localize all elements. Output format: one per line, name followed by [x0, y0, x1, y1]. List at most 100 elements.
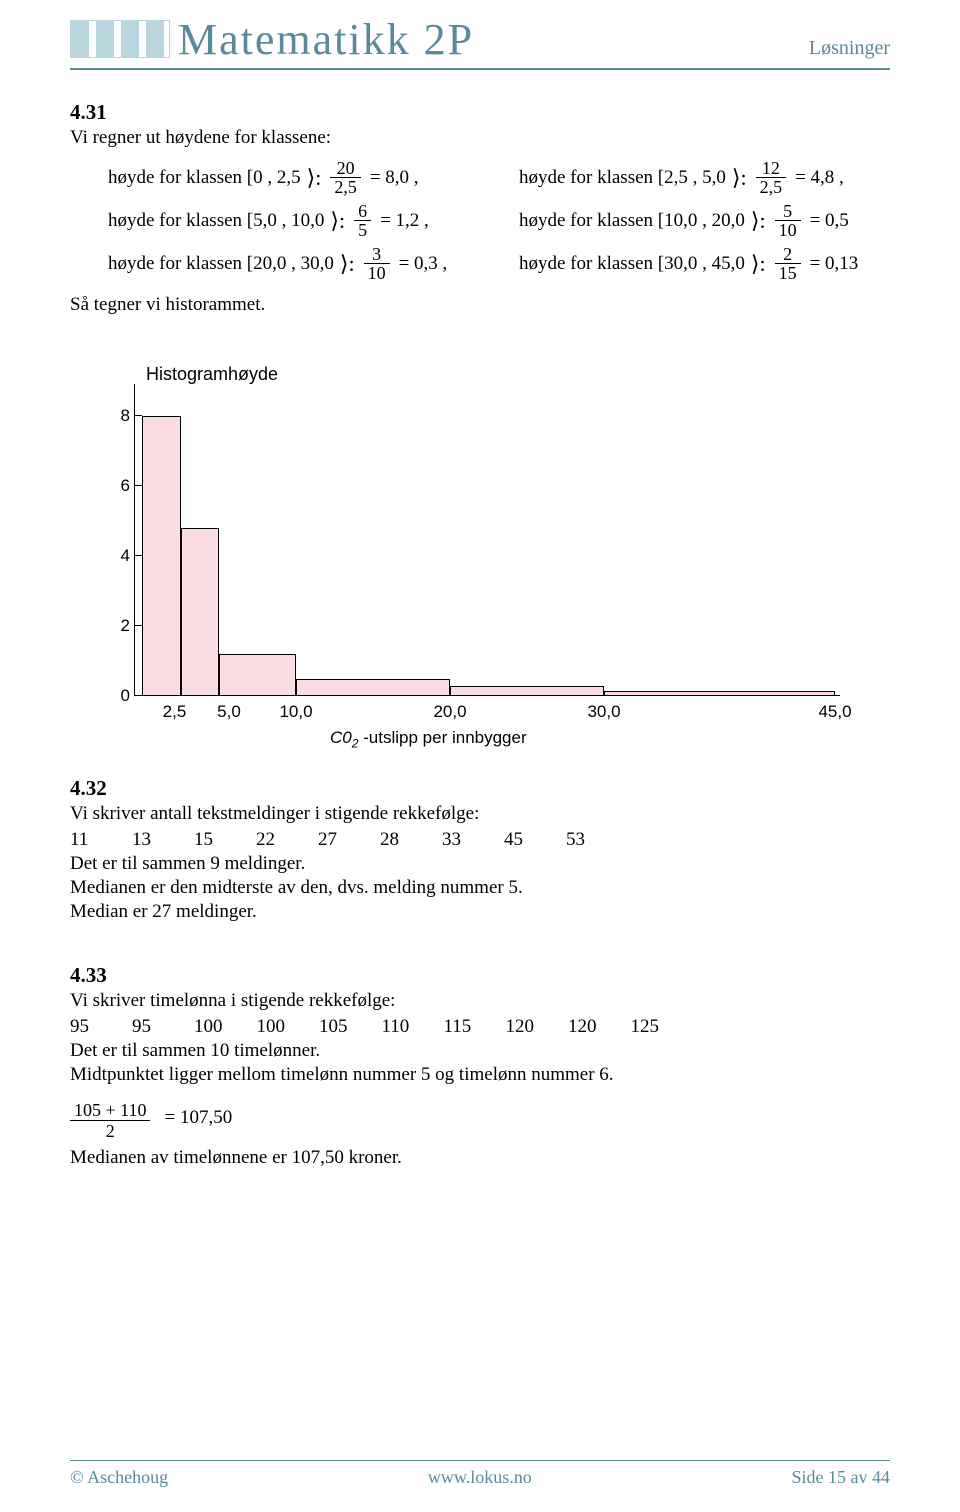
section-433: 4.33 Vi skriver timelønna i stigende rek…: [70, 963, 890, 1169]
brand-text: Matematikk 2P: [178, 15, 474, 64]
value-item: 105: [319, 1016, 348, 1038]
histogram-bar: [450, 686, 604, 697]
fraction: 202,5: [330, 159, 361, 196]
x-tick-label: 2,5: [163, 702, 187, 722]
value-item: 27: [318, 829, 346, 851]
body-text: Median er 27 meldinger.: [70, 901, 890, 923]
section-outro: Så tegner vi historammet.: [70, 294, 890, 316]
calc-result: = 0,3 ,: [399, 253, 448, 275]
fraction: 310: [364, 245, 390, 282]
histogram-bar: [142, 416, 181, 696]
fraction: 122,5: [756, 159, 787, 196]
y-tick-label: 0: [100, 686, 130, 706]
value-item: 125: [631, 1016, 660, 1038]
section-number: 4.32: [70, 776, 890, 801]
calc-columns: høyde for klassen [0 , 2,5 ⟩: 202,5 = 8,0 ,…: [108, 153, 890, 288]
xlabel-suffix: -utslipp per innbygger: [358, 728, 526, 747]
calc-line: høyde for klassen [0 , 2,5 ⟩: 202,5 = 8,0 ,: [108, 159, 479, 196]
calc-result: = 0,5: [810, 210, 849, 232]
y-tick-label: 8: [100, 406, 130, 426]
angle-bracket-icon: ⟩:: [751, 213, 766, 228]
y-tick-label: 2: [100, 616, 130, 636]
y-axis: [134, 384, 135, 696]
chart-y-label: Histogramhøyde: [146, 364, 278, 385]
body-text: Medianen av timelønnene er 107,50 kroner…: [70, 1147, 890, 1169]
value-row: 9595100100105110115120120125: [70, 1016, 890, 1038]
calc-text: høyde for klassen [5,0 , 10,0: [108, 210, 324, 232]
value-item: 120: [506, 1016, 535, 1038]
body-text: Vi skriver antall tekstmeldinger i stige…: [70, 803, 890, 825]
footer-center: www.lokus.no: [428, 1467, 532, 1488]
page-footer: © Aschehoug www.lokus.no Side 15 av 44: [70, 1460, 890, 1488]
calc-result: = 1,2 ,: [380, 210, 429, 232]
value-item: 53: [566, 829, 594, 851]
value-item: 13: [132, 829, 160, 851]
y-tick-label: 4: [100, 546, 130, 566]
value-item: 11: [70, 829, 98, 851]
header-divider: [70, 68, 890, 70]
calc-result: = 0,13: [810, 253, 859, 275]
calc-text: høyde for klassen [20,0 , 30,0: [108, 253, 334, 275]
calc-text: høyde for klassen [0 , 2,5: [108, 167, 301, 189]
x-tick-label: 45,0: [818, 702, 851, 722]
value-item: 115: [444, 1016, 472, 1038]
brand-logo-icon: [70, 20, 170, 58]
value-item: 28: [380, 829, 408, 851]
angle-bracket-icon: ⟩:: [307, 170, 322, 185]
angle-bracket-icon: ⟩:: [330, 213, 345, 228]
histogram-bar: [219, 654, 296, 696]
value-item: 95: [70, 1016, 98, 1038]
angle-bracket-icon: ⟩:: [732, 170, 747, 185]
calc-col-left: høyde for klassen [0 , 2,5 ⟩: 202,5 = 8,0 ,…: [108, 153, 479, 288]
value-item: 120: [568, 1016, 597, 1038]
calc-line: høyde for klassen [2,5 , 5,0 ⟩: 122,5 = 4,8…: [519, 159, 890, 196]
brand-title: Matematikk 2P: [70, 18, 474, 62]
x-tick-label: 20,0: [433, 702, 466, 722]
fraction: 215: [775, 245, 801, 282]
body-text: Det er til sammen 9 meldinger.: [70, 853, 890, 875]
value-item: 22: [256, 829, 284, 851]
chart-x-label: C02 -utslipp per innbygger: [330, 728, 527, 750]
xlabel-var: C02: [330, 728, 358, 747]
calc-text: høyde for klassen [2,5 , 5,0: [519, 167, 726, 189]
value-item: 95: [132, 1016, 160, 1038]
x-tick-label: 5,0: [217, 702, 241, 722]
value-item: 45: [504, 829, 532, 851]
page-header: Matematikk 2P Løsninger: [70, 0, 890, 62]
fraction: 510: [775, 202, 801, 239]
histogram-chart: Histogramhøyde 864202,55,010,020,030,045…: [70, 376, 850, 736]
x-tick-label: 30,0: [587, 702, 620, 722]
histogram-bar: [296, 679, 450, 697]
y-tick-label: 6: [100, 476, 130, 496]
histogram-bar: [604, 691, 835, 696]
calc-col-right: høyde for klassen [2,5 , 5,0 ⟩: 122,5 = 4,8…: [519, 153, 890, 288]
calc-line: høyde for klassen [30,0 , 45,0 ⟩: 215 = 0,1…: [519, 245, 890, 282]
footer-left: © Aschehoug: [70, 1467, 168, 1488]
angle-bracket-icon: ⟩:: [751, 256, 766, 271]
calc-text: høyde for klassen [10,0 , 20,0: [519, 210, 745, 232]
body-text: Det er til sammen 10 timelønner.: [70, 1040, 890, 1062]
calc-line: høyde for klassen [20,0 , 30,0 ⟩: 310 = 0,3…: [108, 245, 479, 282]
x-tick-label: 10,0: [279, 702, 312, 722]
calc-line: høyde for klassen [10,0 , 20,0 ⟩: 510 = 0,5: [519, 202, 890, 239]
calc-text: høyde for klassen [30,0 , 45,0: [519, 253, 745, 275]
footer-right: Side 15 av 44: [791, 1467, 890, 1488]
value-row: 111315222728334553: [70, 829, 890, 851]
section-number: 4.31: [70, 100, 890, 125]
frac-num: 105 + 110: [70, 1100, 150, 1120]
value-item: 100: [194, 1016, 223, 1038]
body-text: Vi skriver timelønna i stigende rekkeføl…: [70, 990, 890, 1012]
calc-line: høyde for klassen [5,0 , 10,0 ⟩: 65 = 1,2 ,: [108, 202, 479, 239]
calc-result: = 8,0 ,: [370, 167, 419, 189]
fraction: 65: [354, 202, 371, 239]
calc-result: = 4,8 ,: [795, 167, 844, 189]
section-432: 4.32 Vi skriver antall tekstmeldinger i …: [70, 776, 890, 923]
value-item: 100: [257, 1016, 286, 1038]
body-text: Medianen er den midterste av den, dvs. m…: [70, 877, 890, 899]
angle-bracket-icon: ⟩:: [340, 256, 355, 271]
frac-den: 2: [102, 1121, 119, 1141]
section-intro: Vi regner ut høydene for klassene:: [70, 127, 890, 149]
frac-result: = 107,50: [164, 1107, 232, 1129]
solutions-label: Løsninger: [809, 37, 890, 60]
section-number: 4.33: [70, 963, 890, 988]
